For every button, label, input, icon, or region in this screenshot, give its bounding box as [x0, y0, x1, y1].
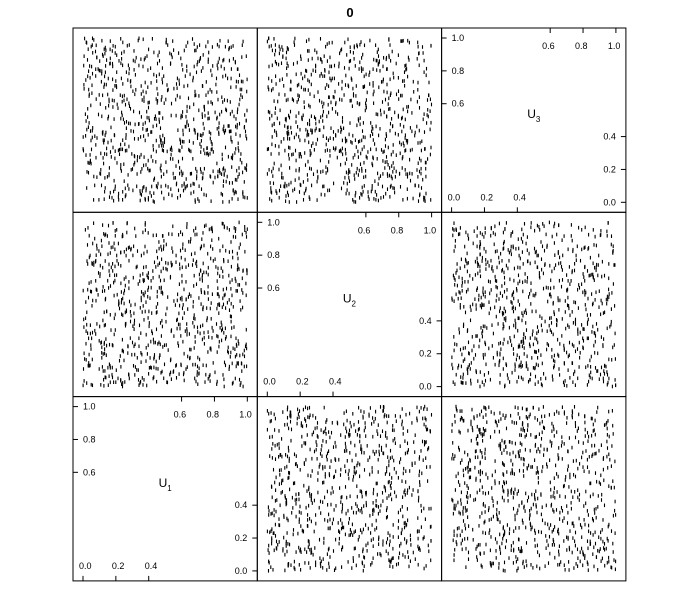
- tick-bottom-1: 0.2: [112, 561, 125, 571]
- tick-bottom-2: 0.4: [513, 192, 526, 202]
- panel-frame-r1-c0: [72, 211, 258, 398]
- tick-right-2: 0.4: [603, 132, 616, 142]
- diag-label-1: U1: [159, 476, 173, 493]
- tick-bottom-0: 0.0: [79, 561, 92, 571]
- tick-left-1: 0.8: [452, 66, 465, 76]
- tick-left-1: 0.8: [83, 434, 96, 444]
- diag-label-3: U3: [527, 107, 541, 124]
- tick-left-2: 1.0: [83, 402, 96, 412]
- tick-right-1: 0.2: [603, 164, 616, 174]
- tick-bottom-1: 0.2: [480, 192, 493, 202]
- scatter-points-r2-c2: [451, 404, 617, 573]
- tick-top-1: 0.8: [575, 41, 588, 51]
- tick-right-2: 0.4: [419, 316, 432, 326]
- tick-top-2: 1.0: [239, 410, 252, 420]
- tick-right-0: 0.0: [603, 197, 616, 207]
- tick-bottom-0: 0.0: [448, 192, 461, 202]
- tick-left-0: 0.6: [452, 99, 465, 109]
- tick-top-1: 0.8: [391, 225, 404, 235]
- tick-left-2: 1.0: [452, 33, 465, 43]
- tick-bottom-1: 0.2: [296, 377, 309, 387]
- diag-label-subscript-3: 3: [536, 115, 541, 124]
- chart-title: 0: [346, 5, 353, 20]
- tick-bottom-0: 0.0: [263, 377, 276, 387]
- tick-top-1: 0.8: [206, 410, 219, 420]
- diag-label-subscript-2: 2: [352, 299, 357, 308]
- scatter-points-r1-c0: [82, 220, 248, 389]
- tick-top-2: 1.0: [608, 41, 621, 51]
- tick-right-0: 0.0: [419, 382, 432, 392]
- tick-right-2: 0.4: [235, 500, 248, 510]
- tick-left-0: 0.6: [83, 467, 96, 477]
- tick-right-0: 0.0: [235, 566, 248, 576]
- scatter-points-r1-c2: [451, 220, 617, 389]
- diag-label-subscript-1: 1: [167, 484, 172, 493]
- tick-top-0: 0.6: [358, 225, 371, 235]
- scatter-points-r0-c1: [266, 36, 433, 204]
- tick-left-2: 1.0: [267, 217, 280, 227]
- tick-top-0: 0.6: [542, 41, 555, 51]
- tick-top-2: 1.0: [424, 225, 437, 235]
- panel-frame-r2-c2: [441, 396, 627, 582]
- tick-right-1: 0.2: [419, 349, 432, 359]
- scatter-points-r2-c1: [266, 404, 433, 573]
- tick-left-0: 0.6: [267, 283, 280, 293]
- panels-group: U3 0.0 0.2 0.4 0.6 0.8 1.0 0.6 0.8 1.0 0.0 0.2 0.4 U2…: [72, 27, 627, 582]
- tick-top-0: 0.6: [174, 410, 187, 420]
- tick-left-1: 0.8: [267, 250, 280, 260]
- tick-right-1: 0.2: [235, 533, 248, 543]
- scatter-points-r0-c0: [82, 36, 248, 204]
- tick-bottom-2: 0.4: [329, 377, 342, 387]
- diag-label-2: U2: [343, 291, 357, 308]
- tick-bottom-2: 0.4: [145, 561, 158, 571]
